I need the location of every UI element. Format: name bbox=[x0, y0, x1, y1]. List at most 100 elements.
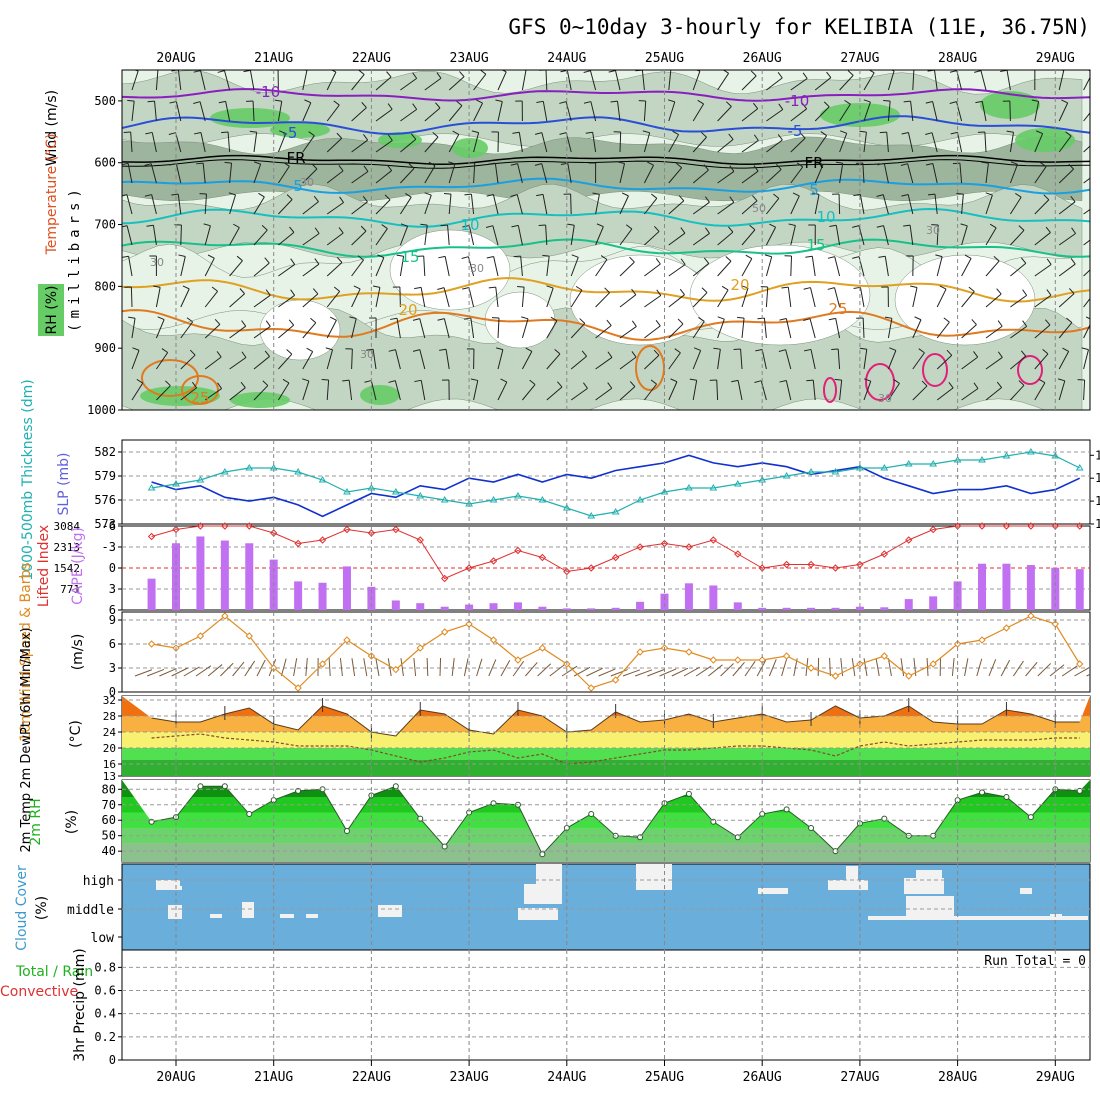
wind-barb bbox=[1009, 100, 1011, 122]
wind-barb bbox=[375, 257, 385, 277]
wind-barb-flag bbox=[745, 254, 753, 260]
wind-barb bbox=[150, 163, 157, 184]
lifted-index-point bbox=[221, 522, 229, 530]
wind-barb bbox=[839, 75, 854, 91]
lifted-index-point bbox=[1002, 522, 1011, 530]
wind-barb bbox=[668, 264, 686, 277]
wind-barb bbox=[592, 132, 597, 153]
wind-barb-flag bbox=[764, 254, 772, 258]
wind-barb-flag bbox=[985, 192, 993, 196]
wind-barb-flag bbox=[788, 223, 796, 227]
wind-barb bbox=[595, 194, 600, 215]
wind10m-barb bbox=[598, 668, 616, 677]
wind-barb bbox=[396, 318, 401, 339]
dry-pocket bbox=[689, 244, 871, 346]
cape-bar bbox=[562, 608, 571, 610]
cape-bar bbox=[318, 582, 327, 610]
wind-barb-flag bbox=[1045, 319, 1051, 326]
wind-barb-flag bbox=[1045, 226, 1051, 233]
wind-barb bbox=[619, 356, 637, 370]
wind-barb bbox=[961, 258, 972, 277]
thickness-line bbox=[151, 451, 1080, 517]
wind-barb-flag bbox=[559, 101, 567, 104]
wind-barb-flag bbox=[372, 285, 380, 288]
wind-barb bbox=[1083, 239, 1090, 246]
wind-barb-flag bbox=[1031, 99, 1039, 102]
wind-barb bbox=[278, 199, 293, 215]
wind-barb-flag bbox=[485, 225, 493, 228]
wind-barb-flag bbox=[925, 162, 933, 166]
wind-barb-flag bbox=[844, 99, 851, 105]
wind-barb-flag bbox=[606, 319, 612, 326]
cape-bar bbox=[733, 602, 742, 610]
wind-barb-flag bbox=[826, 71, 832, 78]
wind-barb-flag bbox=[680, 227, 686, 234]
wind-barb-flag bbox=[703, 164, 709, 171]
wind-barb-flag bbox=[806, 379, 814, 382]
wind-barb-flag bbox=[310, 317, 317, 324]
wind-barb bbox=[546, 256, 550, 277]
axis-tick-label: 3 bbox=[109, 582, 116, 596]
cape-bar bbox=[684, 583, 693, 610]
wind-barb-flag bbox=[883, 99, 891, 102]
wind-barb-flag bbox=[672, 130, 679, 135]
axis-tick-label: 500 bbox=[94, 94, 116, 108]
wind-barb-flag bbox=[956, 192, 964, 195]
cloud-block bbox=[524, 884, 562, 904]
wind-barb-flag bbox=[400, 223, 408, 227]
wind-speed-point bbox=[1076, 660, 1084, 668]
wind-barb bbox=[152, 225, 157, 246]
wind-barb-flag bbox=[731, 379, 739, 383]
wind-barb-flag bbox=[525, 347, 533, 352]
wind-barb-flag bbox=[286, 194, 293, 200]
wind-barb-flag bbox=[542, 254, 550, 257]
wind-barb bbox=[1034, 382, 1046, 401]
wind-barb bbox=[253, 326, 271, 339]
wind-barb bbox=[1058, 233, 1076, 246]
wind-barb bbox=[448, 163, 456, 184]
wind-barb-flag bbox=[133, 70, 139, 72]
wind-barb-flag bbox=[264, 257, 270, 264]
wind-barb-flag bbox=[1094, 133, 1099, 138]
wind-barb bbox=[985, 325, 1003, 339]
wind-barb bbox=[912, 319, 922, 339]
wind-barb bbox=[692, 169, 709, 184]
wind-barb bbox=[225, 101, 231, 122]
wind10m-barb bbox=[1086, 673, 1090, 677]
wind-barb-flag bbox=[801, 102, 808, 110]
wind-barb bbox=[253, 132, 258, 153]
moist-patch bbox=[452, 138, 488, 158]
wind-barb-flag bbox=[169, 101, 177, 104]
wind-barb-flag bbox=[996, 288, 1002, 295]
wind-barb-flag bbox=[448, 161, 456, 165]
wind-barb-flag bbox=[357, 255, 364, 261]
wind-barb bbox=[839, 163, 844, 184]
wind-barb-flag bbox=[554, 348, 561, 355]
wind-barb bbox=[1058, 70, 1065, 91]
wind-barb bbox=[177, 194, 182, 215]
cape-bar bbox=[220, 540, 229, 610]
rh-contour-label: 50 bbox=[752, 202, 766, 215]
cape-bar bbox=[245, 543, 254, 610]
wind-barb bbox=[517, 225, 523, 246]
wind-barb-flag bbox=[948, 382, 954, 389]
wind-barb-flag bbox=[834, 378, 842, 381]
wind-speed-point bbox=[880, 652, 889, 660]
wind10m-barb bbox=[781, 658, 788, 677]
wind-barb bbox=[957, 132, 963, 153]
wind-barb bbox=[253, 356, 270, 370]
wind10m-barb bbox=[363, 658, 368, 677]
wind-barb bbox=[375, 76, 392, 91]
freezing-level bbox=[122, 154, 1090, 165]
wind-barb bbox=[156, 385, 171, 401]
wind-barb bbox=[494, 163, 499, 184]
wind-barb bbox=[936, 354, 953, 370]
cape-bar bbox=[807, 607, 816, 610]
rh-contour-label: 30 bbox=[926, 224, 940, 237]
rh-point bbox=[246, 811, 253, 818]
wind-barb bbox=[302, 201, 319, 215]
wind-barb-flag bbox=[804, 348, 812, 352]
lifted-index-point bbox=[685, 543, 693, 551]
wind-barb-flag bbox=[827, 287, 835, 290]
wind-barb bbox=[423, 256, 426, 277]
